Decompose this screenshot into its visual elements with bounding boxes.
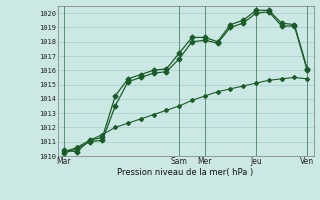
- X-axis label: Pression niveau de la mer( hPa ): Pression niveau de la mer( hPa ): [117, 168, 254, 177]
